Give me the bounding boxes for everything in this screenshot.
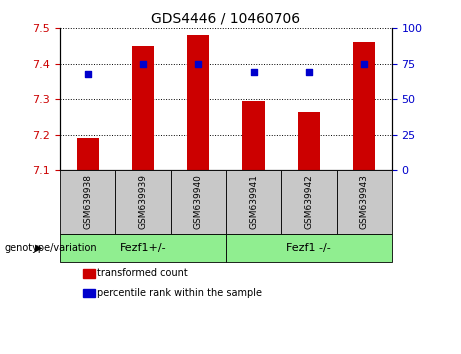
Text: GSM639940: GSM639940 <box>194 174 203 229</box>
Point <box>195 61 202 67</box>
Text: GSM639938: GSM639938 <box>83 174 92 229</box>
Point <box>305 69 313 75</box>
Text: ▶: ▶ <box>35 243 43 253</box>
Text: transformed count: transformed count <box>97 268 188 278</box>
Bar <box>353 42 375 170</box>
Bar <box>298 112 320 170</box>
Bar <box>187 35 209 170</box>
Point <box>139 61 147 67</box>
Text: Fezf1 -/-: Fezf1 -/- <box>286 243 331 253</box>
Text: GSM639943: GSM639943 <box>360 174 369 229</box>
Text: genotype/variation: genotype/variation <box>5 243 97 253</box>
Text: GSM639942: GSM639942 <box>304 175 313 229</box>
Point <box>84 71 91 76</box>
Text: percentile rank within the sample: percentile rank within the sample <box>97 288 262 298</box>
Text: GSM639941: GSM639941 <box>249 174 258 229</box>
Bar <box>242 101 265 170</box>
Title: GDS4446 / 10460706: GDS4446 / 10460706 <box>151 12 301 26</box>
Point <box>361 61 368 67</box>
Bar <box>77 138 99 170</box>
Text: GSM639939: GSM639939 <box>138 174 148 229</box>
Bar <box>132 46 154 170</box>
Point <box>250 69 257 75</box>
Text: Fezf1+/-: Fezf1+/- <box>119 243 166 253</box>
